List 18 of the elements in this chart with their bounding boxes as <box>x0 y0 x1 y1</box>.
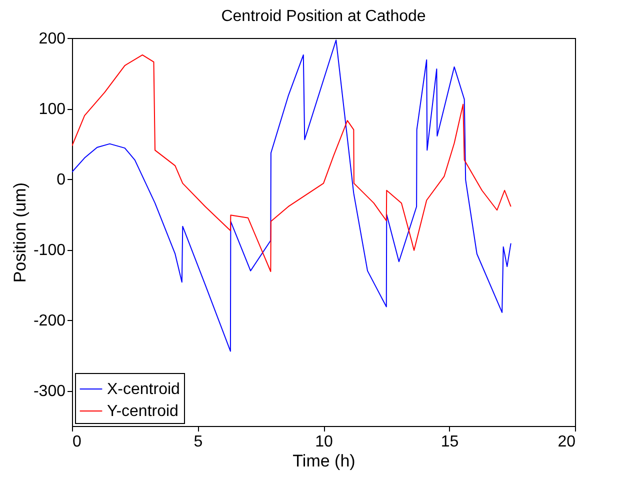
y-tick-label: 200 <box>38 30 66 48</box>
chart-title: Centroid Position at Cathode <box>221 8 426 25</box>
legend-label: Y-centroid <box>107 403 178 420</box>
legend-label: X-centroid <box>107 381 180 398</box>
line-series <box>72 54 512 272</box>
x-axis-title: Time (h) <box>292 452 356 470</box>
line-series <box>72 40 512 352</box>
y-tick-label: -300 <box>33 383 66 400</box>
x-tick-label: 5 <box>194 434 203 450</box>
y-tick-label: -200 <box>33 312 66 330</box>
y-axis-title: Position (um) <box>10 182 30 283</box>
y-tick-label: 0 <box>56 172 66 189</box>
x-tick-label: 0 <box>72 434 82 450</box>
x-tick-label: 15 <box>440 434 459 450</box>
y-tick-label: 100 <box>38 101 66 118</box>
x-tick-label: 20 <box>558 434 576 450</box>
x-tick-label: 10 <box>315 434 333 450</box>
y-tick-label: -100 <box>33 242 66 260</box>
